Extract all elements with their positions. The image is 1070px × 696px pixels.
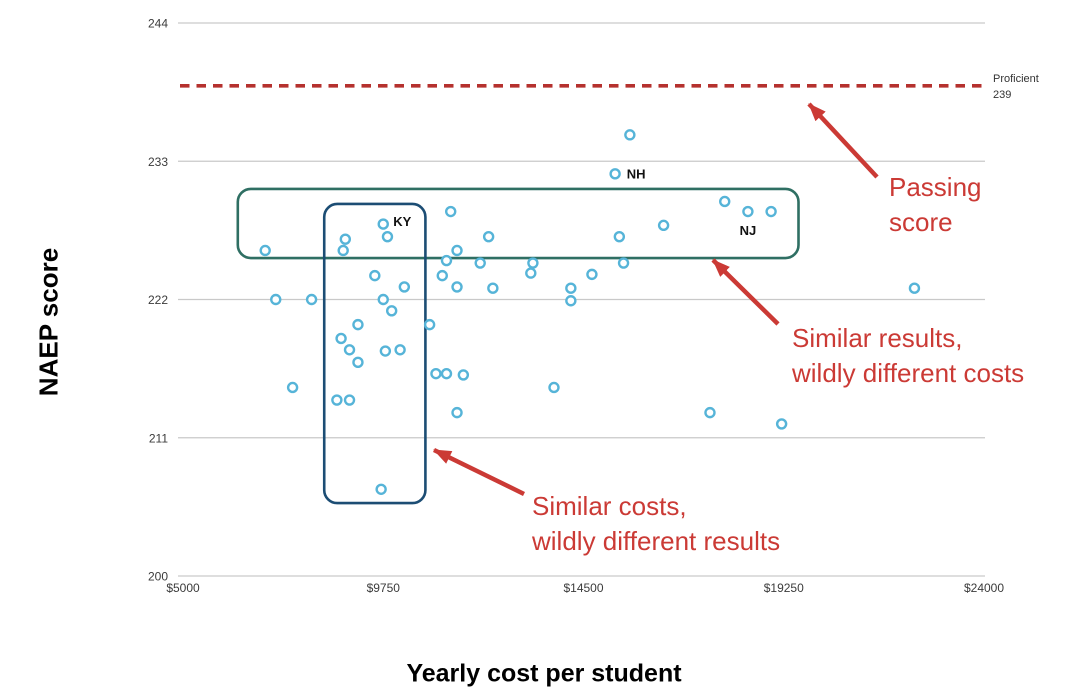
y-axis-title: NAEP score bbox=[33, 247, 64, 397]
passing-score-annotation: Passing score bbox=[889, 170, 982, 240]
annotation-arrow bbox=[433, 447, 525, 497]
similar-results-box bbox=[236, 187, 800, 260]
data-point bbox=[377, 218, 389, 230]
data-point bbox=[657, 219, 670, 232]
data-point bbox=[369, 269, 381, 282]
x-tick-label-5000: $5000 bbox=[166, 581, 200, 595]
similar-costs-annotation: Similar costs, wildly different results bbox=[532, 489, 780, 559]
data-point bbox=[451, 244, 463, 257]
similar-costs-box bbox=[322, 202, 427, 505]
data-point bbox=[335, 332, 347, 345]
annotation-line: Passing bbox=[889, 172, 982, 202]
data-point bbox=[305, 293, 318, 306]
data-point bbox=[339, 233, 352, 245]
data-point bbox=[775, 418, 788, 430]
annotation-arrow bbox=[807, 102, 879, 179]
data-point bbox=[352, 318, 364, 331]
data-point bbox=[375, 483, 387, 495]
data-point bbox=[765, 205, 777, 218]
tick-label-layer: 244 233 222 211 200$5000 $9750 $14500 $19250 $24… bbox=[148, 17, 1004, 596]
state-label-nj: NJ bbox=[740, 223, 757, 238]
data-point bbox=[586, 268, 598, 281]
y-tick-label-244: 244 bbox=[148, 17, 168, 31]
data-point bbox=[436, 269, 448, 282]
data-point bbox=[609, 168, 621, 180]
data-point bbox=[451, 406, 463, 419]
y-tick-label-222: 222 bbox=[148, 293, 168, 307]
data-point bbox=[440, 254, 453, 267]
x-tick-label-19250: $19250 bbox=[764, 581, 804, 595]
y-tick-label-233: 233 bbox=[148, 155, 168, 169]
annotation-line: score bbox=[889, 207, 953, 237]
proficient-label: Proficient 239 bbox=[993, 72, 1039, 103]
data-point bbox=[527, 257, 539, 269]
data-point bbox=[613, 230, 626, 243]
state-label-ky: KY bbox=[393, 214, 411, 229]
x-tick-label-9750: $9750 bbox=[367, 581, 401, 595]
state-label-nh: NH bbox=[627, 166, 646, 181]
data-point bbox=[457, 369, 470, 381]
annotation-line: wildly different costs bbox=[792, 358, 1025, 388]
data-point bbox=[742, 205, 754, 218]
annotation-line: wildly different results bbox=[532, 526, 781, 556]
data-point bbox=[565, 295, 577, 307]
data-point bbox=[343, 344, 356, 356]
data-point bbox=[908, 282, 921, 294]
proficient-label-line1: Proficient bbox=[993, 73, 1039, 85]
state-label-layer: KY NH NJ bbox=[393, 166, 756, 238]
data-point bbox=[704, 406, 716, 419]
data-point bbox=[379, 345, 392, 357]
data-point bbox=[548, 381, 560, 394]
data-point bbox=[331, 394, 343, 406]
annotation-arrow-layer bbox=[433, 102, 879, 497]
x-tick-label-14500: $14500 bbox=[563, 581, 603, 595]
data-point bbox=[719, 195, 731, 208]
y-tick-label-211: 211 bbox=[149, 431, 168, 445]
data-point bbox=[343, 394, 356, 406]
data-point bbox=[394, 344, 406, 356]
data-point bbox=[565, 282, 577, 294]
annotation-line: Similar results, bbox=[792, 323, 963, 353]
data-point bbox=[624, 129, 636, 141]
data-point bbox=[430, 367, 442, 380]
data-point bbox=[385, 305, 398, 317]
data-point bbox=[482, 230, 495, 243]
proficient-label-line2: 239 bbox=[993, 88, 1012, 101]
annotation-line: Similar costs, bbox=[532, 491, 687, 521]
data-point bbox=[286, 381, 299, 394]
data-point bbox=[398, 281, 411, 293]
annotation-arrow bbox=[711, 258, 780, 326]
similar-results-annotation: Similar results, wildly different costs bbox=[792, 321, 1024, 391]
data-point bbox=[270, 293, 282, 306]
data-point bbox=[337, 244, 349, 257]
data-point bbox=[440, 367, 453, 380]
data-point-layer bbox=[259, 129, 921, 495]
data-point bbox=[487, 282, 499, 294]
highlight-box-layer bbox=[236, 187, 800, 505]
data-point bbox=[451, 281, 463, 293]
data-point bbox=[381, 230, 394, 243]
data-point bbox=[259, 244, 271, 257]
y-tick-label-200: 200 bbox=[148, 570, 168, 584]
data-point bbox=[352, 356, 364, 369]
x-axis-title: Yearly cost per student bbox=[406, 659, 682, 688]
data-point bbox=[423, 318, 436, 331]
data-point bbox=[474, 257, 486, 269]
x-tick-label-24000: $24000 bbox=[964, 581, 1004, 595]
data-point bbox=[377, 293, 389, 306]
data-point bbox=[445, 205, 457, 218]
data-point bbox=[525, 267, 537, 279]
data-point bbox=[617, 257, 630, 269]
